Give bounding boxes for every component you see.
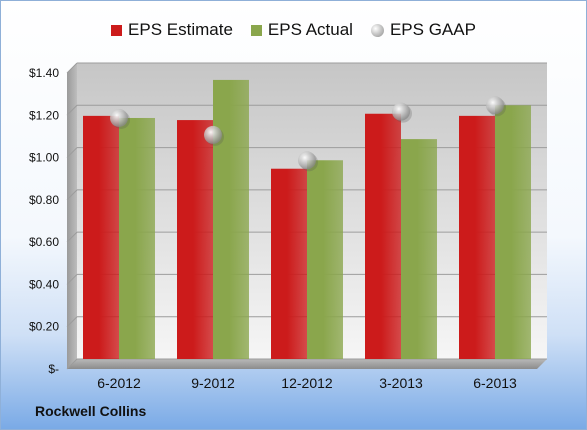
legend-label-eps-actual: EPS Actual (267, 20, 353, 39)
bar-eps-actual (119, 117, 155, 359)
point-eps-gaap (298, 151, 316, 170)
y-tick-label: $- (48, 362, 59, 376)
legend-swatch-eps-estimate (111, 24, 123, 36)
x-tick-label: 12-2012 (281, 375, 333, 391)
legend-item-eps-gaap: EPS GAAP (370, 20, 476, 40)
x-tick-label: 6-2012 (97, 375, 141, 391)
y-tick-label: $0.60 (29, 235, 59, 249)
x-tick-label: 3-2013 (379, 375, 423, 391)
plot-side-wall (67, 63, 77, 369)
bar-eps-estimate (459, 115, 495, 359)
bar-eps-estimate (83, 115, 119, 359)
point-eps-gaap (110, 108, 128, 127)
y-tick-label: $1.40 (29, 66, 59, 80)
bar-eps-actual (307, 160, 343, 359)
point-eps-gaap (204, 125, 222, 144)
gridline-depth (66, 231, 78, 243)
x-tick-label: 6-2013 (473, 375, 517, 391)
gridline-depth (66, 147, 78, 158)
y-tick-label: $1.20 (29, 108, 59, 122)
company-label: Rockwell Collins (35, 403, 147, 419)
bar-eps-actual (213, 79, 249, 360)
legend-swatch-eps-actual (250, 24, 262, 36)
bar-eps-estimate (271, 168, 307, 359)
plot-floor (67, 359, 547, 369)
legend-item-eps-actual: EPS Actual (250, 20, 353, 40)
point-eps-gaap (486, 96, 504, 115)
bar-eps-actual (495, 105, 531, 360)
y-tick-label: $0.80 (29, 193, 59, 207)
y-tick-label: $1.00 (29, 151, 59, 165)
chart-legend: EPS Estimate EPS Actual EPS GAAP (1, 17, 586, 43)
gridline-depth (66, 104, 78, 116)
y-tick-label: $0.20 (29, 320, 59, 334)
gridline-depth (66, 274, 78, 285)
point-eps-gaap (392, 102, 410, 121)
bar-eps-actual (401, 139, 437, 359)
y-tick-label: $0.40 (29, 277, 59, 291)
gridline-depth (66, 189, 78, 201)
legend-label-eps-gaap: EPS GAAP (389, 20, 476, 39)
legend-swatch-eps-gaap (370, 23, 384, 37)
legend-label-eps-estimate: EPS Estimate (128, 20, 233, 39)
gridline-depth (66, 316, 78, 328)
gridline-depth (66, 358, 78, 370)
x-tick-label: 9-2012 (191, 375, 235, 391)
bar-eps-estimate (177, 120, 213, 359)
bar-eps-estimate (365, 113, 401, 359)
gridline-depth (66, 62, 78, 74)
legend-item-eps-estimate: EPS Estimate (111, 20, 233, 40)
